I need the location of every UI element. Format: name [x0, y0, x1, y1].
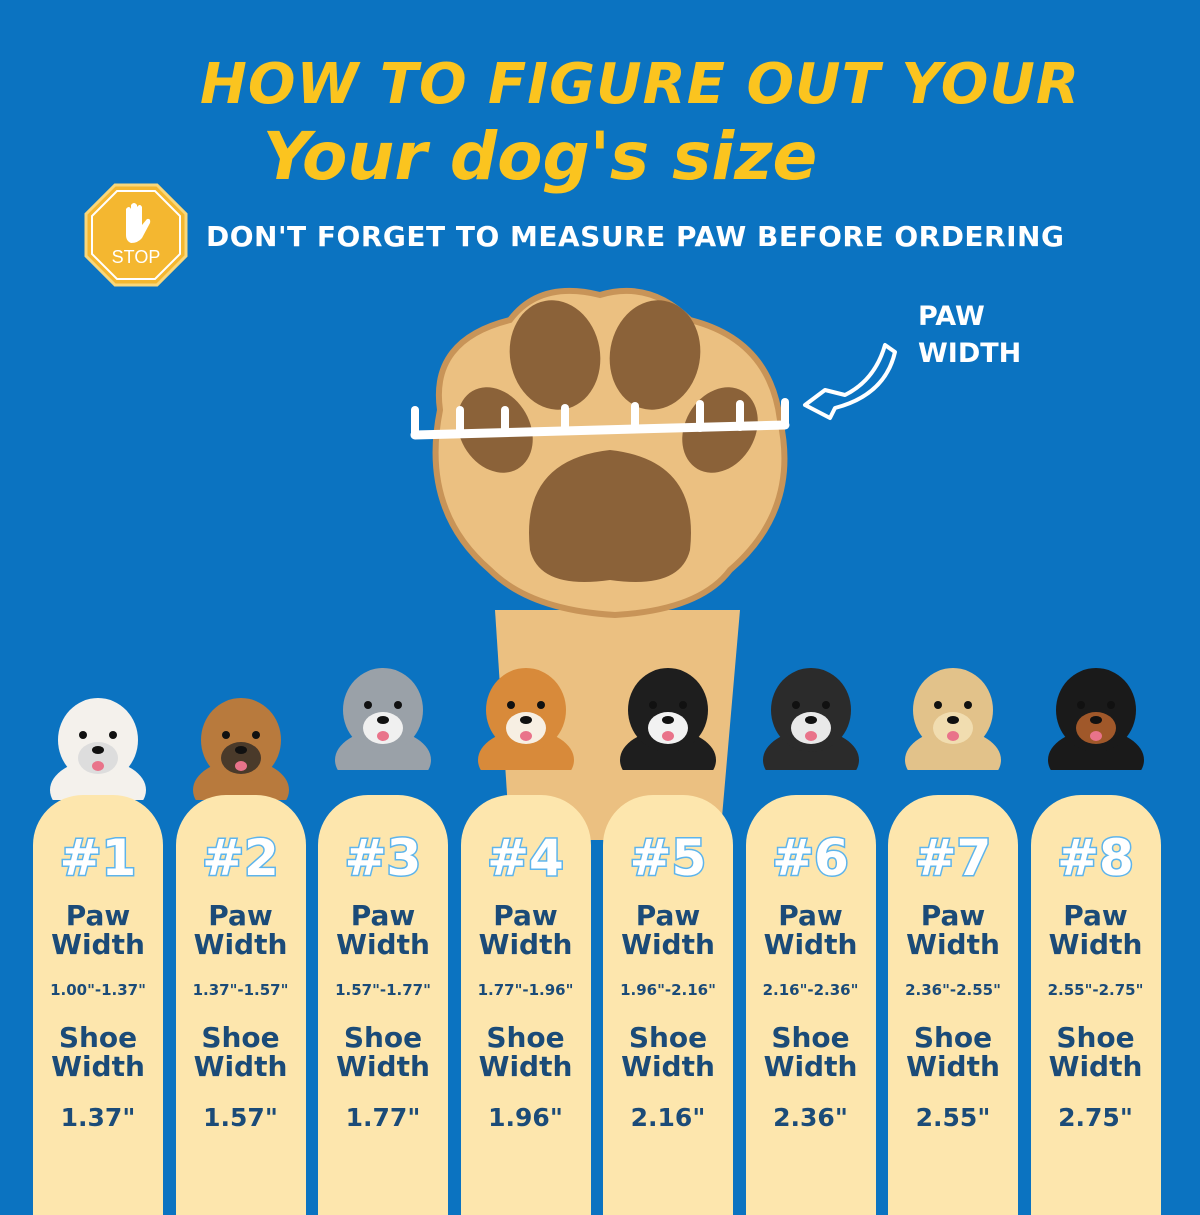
shoe-label-2: Width	[193, 1050, 288, 1083]
size-number: #8	[1056, 828, 1136, 889]
paw-label-2: Width	[1048, 928, 1143, 961]
size-card: #4 Paw Width 1.77"-1.96" Shoe Width 1.96…	[460, 795, 591, 1215]
shoe-label-2: Width	[478, 1050, 573, 1083]
paw-width-range: 1.96"-2.16"	[620, 981, 716, 999]
size-card: #8 Paw Width 2.55"-2.75" Shoe Width 2.75…	[1030, 795, 1161, 1215]
size-number: #2	[201, 828, 281, 889]
paw-label-2: Width	[51, 928, 145, 961]
paw-label-2: Width	[193, 928, 288, 961]
shoe-label: Shoe	[343, 1021, 423, 1054]
shoe-label-2: Width	[336, 1050, 430, 1083]
shoe-width-value: 1.77"	[345, 1103, 421, 1132]
shoe-label: Shoe	[628, 1021, 708, 1054]
size-number: #7	[913, 828, 993, 889]
shoe-width-value: 2.55"	[915, 1103, 991, 1132]
shoe-label-2: Width	[51, 1050, 145, 1083]
paw-label: Paw	[778, 899, 843, 932]
dog-photo	[905, 668, 1001, 770]
size-card: #7 Paw Width 2.36"-2.55" Shoe Width 2.55…	[888, 795, 1018, 1215]
paw-label: Paw	[350, 899, 416, 932]
size-cards: #1 Paw Width 1.00"-1.37" Shoe Width 1.37…	[33, 795, 1173, 1215]
paw-illustration	[410, 287, 790, 840]
size-number: #6	[771, 828, 851, 889]
size-card: #3 Paw Width 1.57"-1.77" Shoe Width 1.77…	[318, 795, 448, 1215]
dog-photo	[477, 668, 574, 770]
shoe-label: Shoe	[913, 1021, 993, 1054]
title-line-1: HOW TO FIGURE OUT YOUR	[200, 52, 1080, 117]
shoe-label-2: Width	[906, 1050, 1000, 1083]
shoe-width-value: 2.16"	[630, 1103, 706, 1132]
size-card: #1 Paw Width 1.00"-1.37" Shoe Width 1.37…	[33, 795, 163, 1215]
size-number: #1	[58, 828, 138, 889]
size-card: #2 Paw Width 1.37"-1.57" Shoe Width 1.57…	[175, 795, 306, 1215]
paw-label-2: Width	[336, 928, 430, 961]
paw-label-line-1: PAW	[918, 301, 985, 332]
paw-label: Paw	[920, 899, 986, 932]
size-number: #4	[486, 828, 566, 889]
shoe-label: Shoe	[486, 1021, 565, 1054]
dog-photo	[620, 668, 716, 770]
shoe-width-value: 1.37"	[60, 1103, 136, 1132]
notice-text: DON'T FORGET TO MEASURE PAW BEFORE ORDER…	[206, 220, 1065, 253]
paw-label: Paw	[635, 899, 701, 932]
size-card: #6 Paw Width 2.16"-2.36" Shoe Width 2.36…	[745, 795, 876, 1215]
paw-width-range: 2.55"-2.75"	[1047, 981, 1144, 999]
shoe-width-value: 1.57"	[203, 1103, 278, 1132]
paw-width-range: 1.77"-1.96"	[477, 981, 574, 999]
dog-photo	[762, 668, 859, 770]
shoe-label: Shoe	[1056, 1021, 1135, 1054]
shoe-label-2: Width	[763, 1050, 858, 1083]
paw-label-2: Width	[906, 928, 1000, 961]
paw-label: Paw	[208, 899, 273, 932]
paw-width-range: 2.16"-2.36"	[762, 981, 859, 999]
dog-photo	[335, 668, 431, 770]
paw-label-2: Width	[621, 928, 715, 961]
paw-width-range: 1.37"-1.57"	[192, 981, 289, 999]
paw-label: Paw	[493, 899, 558, 932]
stop-sign-icon: STOP	[84, 183, 188, 287]
arrow-icon	[803, 343, 897, 420]
dog-photo	[1047, 668, 1144, 770]
shoe-label: Shoe	[58, 1021, 138, 1054]
paw-width-range: 1.57"-1.77"	[335, 981, 431, 999]
shoe-label-2: Width	[1048, 1050, 1143, 1083]
size-card: #5 Paw Width 1.96"-2.16" Shoe Width 2.16…	[603, 795, 733, 1215]
shoe-label: Shoe	[771, 1021, 850, 1054]
shoe-width-value: 2.36"	[773, 1103, 848, 1132]
paw-width-range: 1.00"-1.37"	[50, 981, 146, 999]
paw-label-2: Width	[763, 928, 858, 961]
paw-width-label: PAW WIDTH	[918, 298, 1021, 372]
dog-photo	[50, 698, 146, 800]
shoe-width-value: 1.96"	[488, 1103, 563, 1132]
paw-width-range: 2.36"-2.55"	[905, 981, 1001, 999]
dog-photo	[192, 698, 289, 800]
size-number: #5	[628, 828, 708, 889]
paw-label-2: Width	[478, 928, 573, 961]
paw-label: Paw	[1063, 899, 1128, 932]
shoe-label: Shoe	[201, 1021, 280, 1054]
size-number: #3	[343, 828, 423, 889]
title-line-2: Your dog's size	[262, 118, 818, 195]
shoe-width-value: 2.75"	[1058, 1103, 1133, 1132]
stop-sign-text: STOP	[112, 247, 161, 267]
shoe-label-2: Width	[621, 1050, 715, 1083]
paw-label-line-2: WIDTH	[918, 338, 1022, 369]
paw-label: Paw	[65, 899, 131, 932]
